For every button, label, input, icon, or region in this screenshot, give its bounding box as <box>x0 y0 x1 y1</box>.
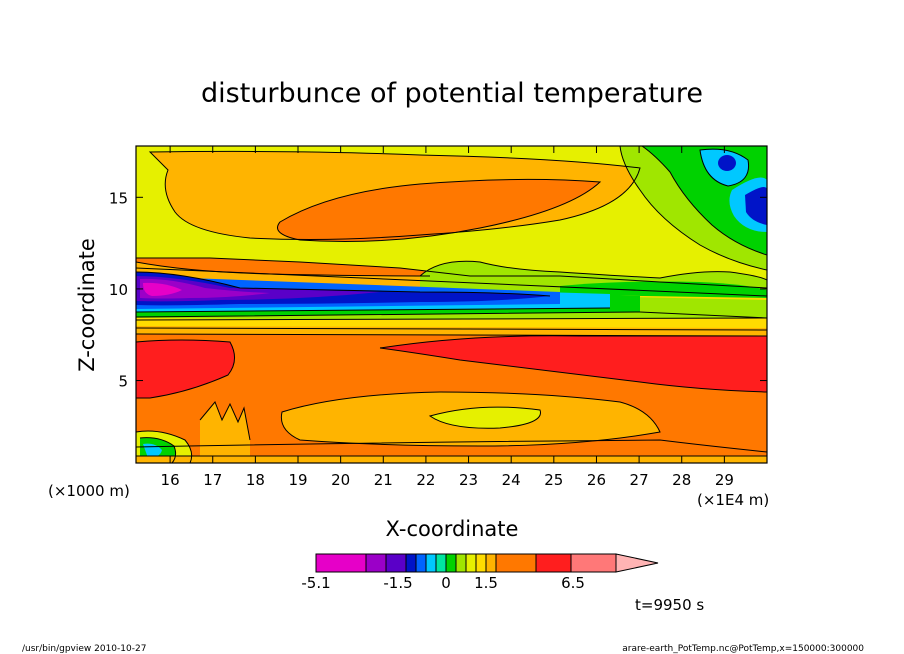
colorbar-label: 0 <box>441 574 451 592</box>
colorbar-label: -5.1 <box>301 574 330 592</box>
x-tick-label: 23 <box>459 471 478 489</box>
x-tick-label: 19 <box>288 471 307 489</box>
colorbar-swatch <box>535 553 572 573</box>
x-axis-label: X-coordinate <box>386 517 519 541</box>
field-upper-orange-lens <box>277 179 600 242</box>
field-ground-band <box>136 456 767 463</box>
x-tick-label: 29 <box>715 471 734 489</box>
colorbar-label: -1.5 <box>383 574 412 592</box>
time-label: t=9950 s <box>635 596 704 614</box>
field-lower-yellow-core <box>430 407 541 429</box>
field-lower-red-right <box>380 335 767 392</box>
y-tick-label: 15 <box>109 189 128 207</box>
colorbar-swatch <box>475 553 487 573</box>
colorbar-swatch <box>425 553 437 573</box>
x-tick-label: 28 <box>672 471 691 489</box>
x-unit-left: (×1000 m) <box>48 482 130 500</box>
plot-area <box>136 146 767 463</box>
plot-frame <box>135 145 768 464</box>
x-tick-label: 17 <box>203 471 222 489</box>
field-band-magenta <box>143 282 182 296</box>
colorbar-arrow <box>615 553 659 573</box>
colorbar-swatch <box>405 553 417 573</box>
chart-title: disturbunce of potential temperature <box>201 78 703 109</box>
colorbar-label: 6.5 <box>561 574 585 592</box>
colorbar-swatch <box>570 553 617 573</box>
x-tick-label: 16 <box>161 471 180 489</box>
x-tick-label: 27 <box>630 471 649 489</box>
colorbar <box>315 553 659 573</box>
footer-left: /usr/bin/gpview 2010-10-27 <box>22 644 146 654</box>
x-tick-label: 21 <box>374 471 393 489</box>
x-tick-label: 22 <box>416 471 435 489</box>
colorbar-swatch <box>465 553 477 573</box>
x-unit-right: (×1E4 m) <box>697 491 769 509</box>
colorbar-swatch <box>485 553 497 573</box>
x-tick-label: 18 <box>246 471 265 489</box>
colorbar-swatch <box>365 553 387 573</box>
field-band-violet <box>140 278 270 299</box>
field-surface-lightorange <box>200 402 250 463</box>
colorbar-swatch <box>495 553 537 573</box>
footer-right: arare-earth_PotTemp.nc@PotTemp,x=150000:… <box>622 644 864 654</box>
x-tick-label: 26 <box>587 471 606 489</box>
contour-lines <box>136 146 767 463</box>
field-upper-right-blue-core <box>718 155 736 171</box>
field-right-blue-lobe <box>745 186 767 225</box>
x-tick-label: 20 <box>331 471 350 489</box>
y-axis-label: Z-coordinate <box>75 238 99 372</box>
colorbar-swatch <box>435 553 447 573</box>
colorbar-swatch <box>315 553 367 573</box>
y-tick-label: 10 <box>109 281 128 299</box>
x-tick-label: 25 <box>544 471 563 489</box>
field-lower-red-left <box>136 340 235 398</box>
colorbar-swatch <box>445 553 457 573</box>
y-tick-label: 5 <box>118 373 128 391</box>
colorbar-swatch <box>385 553 407 573</box>
x-tick-label: 24 <box>502 471 521 489</box>
colorbar-label: 1.5 <box>474 574 498 592</box>
x-axis-ticks: 16 17 18 19 20 21 22 23 24 25 26 27 28 29 <box>161 146 734 489</box>
colorbar-labels: -5.1 -1.5 0 1.5 6.5 <box>301 574 585 592</box>
colorbar-swatch <box>415 553 427 573</box>
colorbar-swatch <box>455 553 467 573</box>
y-axis-ticks: 5 10 15 <box>109 189 767 391</box>
